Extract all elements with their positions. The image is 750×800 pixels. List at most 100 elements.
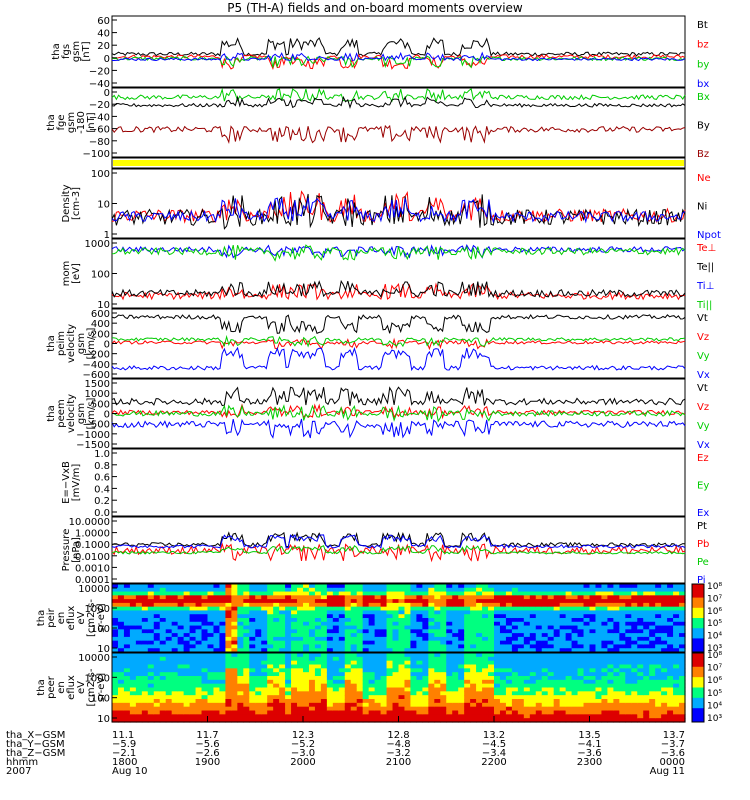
heat-cell — [619, 687, 626, 692]
heat-cell — [117, 629, 125, 634]
heat-cell — [476, 595, 483, 600]
heat-cell — [159, 599, 167, 604]
heat-cell — [147, 648, 155, 653]
heat-cell — [344, 610, 352, 615]
heat-cell — [386, 668, 394, 673]
heat-cell — [303, 614, 310, 619]
heat-cell — [619, 587, 626, 593]
heat-cell — [332, 699, 340, 704]
heat-cell — [112, 668, 119, 673]
heat-cell — [303, 625, 310, 630]
heat-cell — [637, 668, 644, 673]
heat-cell — [649, 610, 656, 615]
heat-cell — [267, 584, 274, 589]
heat-cell — [392, 636, 400, 642]
heat-cell — [314, 702, 322, 708]
heat-cell — [308, 610, 316, 615]
heat-cell — [404, 718, 412, 723]
heat-cell — [613, 640, 620, 646]
heat-cell — [350, 614, 358, 619]
heat-cell — [488, 714, 495, 719]
heat-cell — [649, 664, 656, 669]
heat-cell — [189, 584, 197, 589]
heat-cell — [213, 625, 221, 630]
heat-cell — [171, 710, 179, 715]
heat-cell — [171, 653, 179, 658]
heat-cell — [482, 653, 489, 658]
heat-cell — [285, 648, 292, 653]
heat-cell — [667, 618, 674, 623]
heat-cell — [147, 653, 155, 658]
heat-cell — [470, 606, 477, 612]
heat-cell — [249, 584, 256, 589]
heat-cell — [440, 587, 447, 593]
heat-cell — [595, 610, 603, 615]
heat-cell — [291, 706, 298, 712]
heat-cell — [207, 676, 215, 681]
y-axis-label: tha peer en eflux eV [cm2-s-sr-eV] — [36, 668, 107, 706]
heat-cell — [213, 591, 221, 596]
heat-cell — [374, 606, 382, 612]
heat-cell — [499, 640, 507, 646]
heat-cell — [673, 648, 680, 653]
heat-cell — [428, 710, 435, 715]
heat-cell — [159, 702, 167, 708]
heat-cell — [422, 644, 429, 649]
heat-cell — [195, 602, 203, 608]
heat-cell — [523, 644, 531, 649]
heat-cell — [171, 625, 179, 630]
heat-cell — [249, 710, 256, 715]
heat-cell — [243, 602, 250, 608]
y-axis-label-line: en — [56, 612, 67, 625]
heat-cell — [631, 610, 638, 615]
heat-cell — [529, 672, 537, 677]
heat-cell — [464, 584, 471, 589]
heat-cell — [207, 679, 215, 685]
heat-cell — [643, 584, 650, 589]
heat-cell — [607, 664, 614, 669]
heat-cell — [529, 718, 537, 723]
heat-cell — [303, 656, 310, 662]
heat-cell — [195, 606, 203, 612]
heat-cell — [362, 621, 370, 627]
heat-cell — [380, 614, 388, 619]
heat-cell — [565, 718, 573, 723]
series-line-te — [111, 279, 686, 299]
heat-cell — [368, 687, 376, 692]
x-axis-row-label: tha_Y−GSM — [6, 739, 65, 750]
heat-cell — [547, 614, 555, 619]
heat-cell — [171, 660, 179, 666]
heat-cell — [183, 625, 191, 630]
heat-cell — [243, 710, 250, 715]
heat-cell — [458, 602, 465, 608]
heat-cell — [225, 644, 232, 649]
y-tick-label: −1500 — [76, 440, 110, 451]
heat-cell — [147, 706, 155, 712]
heat-cell — [511, 591, 519, 596]
heat-cell — [422, 636, 429, 642]
heat-cell — [613, 679, 620, 685]
heat-cell — [356, 718, 364, 723]
heat-cell — [332, 599, 340, 604]
heat-cell — [446, 584, 453, 589]
heat-cell — [117, 640, 125, 646]
heat-cell — [452, 672, 459, 677]
heat-cell — [428, 672, 435, 677]
heat-cell — [332, 695, 340, 700]
heat-cell — [219, 584, 227, 589]
heat-cell — [571, 587, 579, 593]
heat-cell — [428, 679, 435, 685]
heat-cell — [404, 695, 412, 700]
heat-cell — [523, 636, 531, 642]
heat-cell — [350, 679, 358, 685]
heat-cell — [141, 668, 149, 673]
y-tick-label: 1500 — [85, 379, 110, 390]
heat-cell — [488, 584, 495, 589]
heat-cell — [565, 672, 573, 677]
heat-cell — [243, 687, 250, 692]
heat-cell — [362, 691, 370, 696]
heat-cell — [410, 683, 418, 689]
heat-cell — [625, 640, 632, 646]
heat-cell — [213, 629, 221, 634]
